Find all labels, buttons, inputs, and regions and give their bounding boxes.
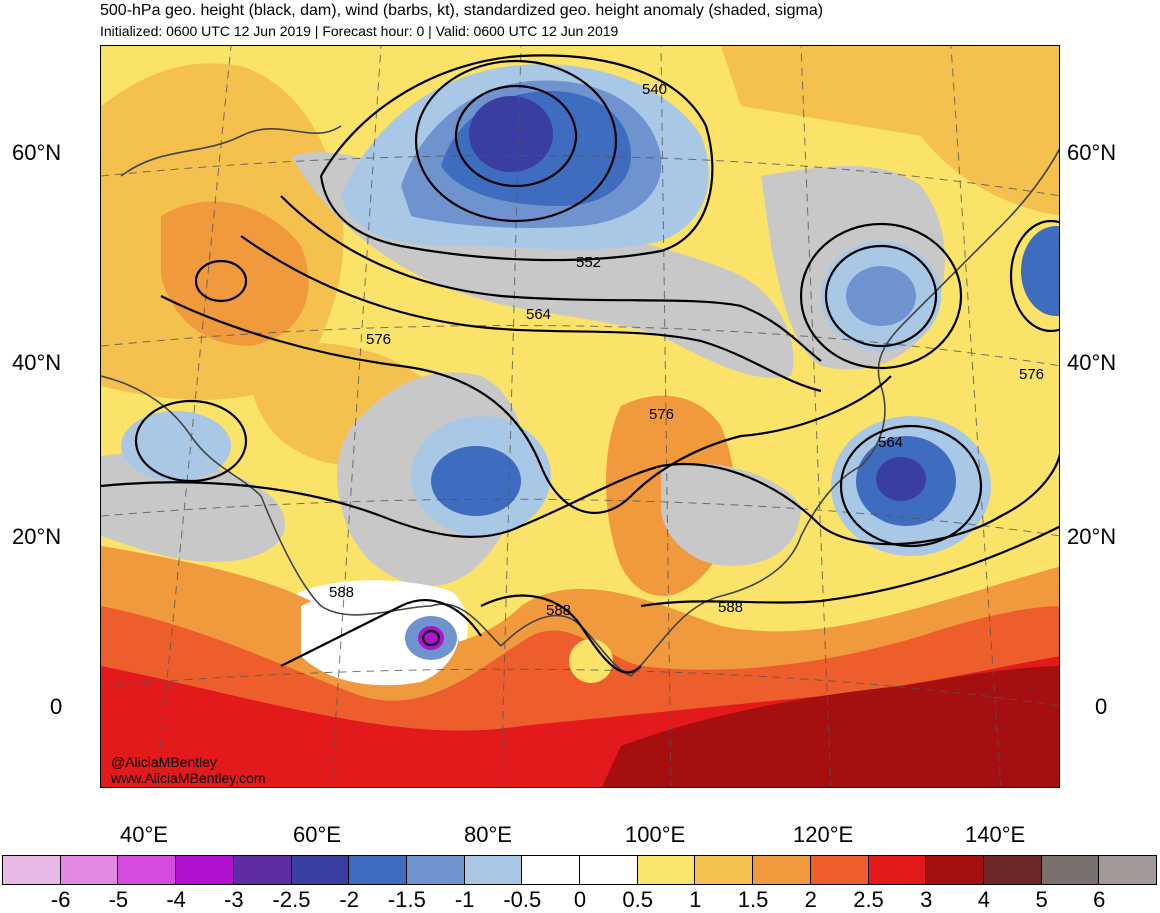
credit-url: www.AliciaMBentley.com <box>111 770 266 786</box>
lat-label-left: 0 <box>50 694 63 719</box>
colorbar-swatch <box>1098 855 1158 885</box>
anomaly-grey-southwest <box>101 453 286 562</box>
lon-label: 140°E <box>965 822 1026 847</box>
colorbar-tick-label: -2 <box>339 887 359 912</box>
lon-label: 100°E <box>625 822 686 847</box>
lat-label-right: 0 <box>1095 694 1108 719</box>
colorbar-swatch <box>405 855 465 885</box>
credit-handle: @AliciaMBentley <box>111 754 218 770</box>
anomaly-darkred-tropics <box>601 666 1059 787</box>
colorbar-tick-label: -3 <box>224 887 244 912</box>
colorbar-tick-label: 0.5 <box>622 887 653 912</box>
lon-label: 40°E <box>120 822 168 847</box>
colorbar-swatch <box>232 855 292 885</box>
colorbar-swatch <box>59 855 119 885</box>
colorbar-swatch <box>117 855 177 885</box>
colorbar-tick-label: 1 <box>689 887 702 912</box>
colorbar-swatch <box>982 855 1042 885</box>
colorbar-tick-label: -5 <box>108 887 129 912</box>
lat-label-right: 40°N <box>1067 350 1117 375</box>
contour-label: 540 <box>642 81 668 98</box>
colorbar-tick-label: 2.5 <box>853 887 884 912</box>
colorbar-swatch <box>694 855 754 885</box>
contour-label: 564 <box>878 434 904 451</box>
height-contours <box>101 54 1059 674</box>
colorbar-swatch <box>463 855 523 885</box>
anomaly-blue-kamchatka <box>1021 226 1059 316</box>
colorbar-swatch <box>809 855 869 885</box>
anomaly-orange-northeast <box>721 46 1059 216</box>
colorbar-swatch <box>752 855 811 885</box>
lat-label-left: 60°N <box>12 140 62 165</box>
colorbar-tick-label: -1 <box>454 887 475 912</box>
lat-label-right: 20°N <box>1067 524 1117 549</box>
anomaly-orange-europe <box>161 201 309 346</box>
contour-label: 576 <box>1019 366 1045 383</box>
chart-title: 500-hPa geo. height (black, dam), wind (… <box>100 2 824 19</box>
colorbar-tick-label: 5 <box>1035 887 1048 912</box>
contour-label: 564 <box>526 306 552 323</box>
colorbar-tick-label: 6 <box>1093 887 1106 912</box>
contour-label: 552 <box>576 254 602 271</box>
lon-label: 80°E <box>464 822 512 847</box>
colorbar-tick-label: 4 <box>977 887 991 912</box>
colorbar <box>2 855 1158 885</box>
colorbar-swatch <box>579 855 638 885</box>
coastlines <box>101 125 1059 677</box>
anomaly-map <box>101 46 1059 787</box>
colorbar-swatch <box>175 855 234 885</box>
contour-label: 588 <box>718 599 744 616</box>
contour-label: 576 <box>366 331 392 348</box>
colorbar-tick-label: -0.5 <box>503 887 542 912</box>
colorbar-swatch <box>636 855 696 885</box>
anomaly-purple-siberia-core <box>469 96 553 172</box>
lon-label: 60°E <box>293 822 341 847</box>
chart-subtitle: Initialized: 0600 UTC 12 Jun 2019 | Fore… <box>100 23 619 39</box>
map-panel: 540 552 564 576 576 576 564 588 588 588 … <box>100 45 1060 788</box>
colorbar-tick-label: 3 <box>920 887 933 912</box>
colorbar-swatch <box>521 855 581 885</box>
colorbar-tick-label: 2 <box>804 887 817 912</box>
colorbar-swatch <box>2 855 61 885</box>
lon-label: 120°E <box>793 822 854 847</box>
colorbar-swatch <box>348 855 407 885</box>
colorbar-swatch <box>925 855 984 885</box>
colorbar-tick-label: -1.5 <box>387 887 426 912</box>
contour-label: 588 <box>546 602 572 619</box>
lat-label-right: 60°N <box>1067 140 1117 165</box>
colorbar-swatch <box>290 855 350 885</box>
colorbar-swatch <box>867 855 927 885</box>
anomaly-grey-east-sea <box>661 463 801 566</box>
colorbar-tick-label: -2.5 <box>272 887 311 912</box>
anomaly-blue-central-inner <box>431 446 521 516</box>
colorbar-tick-label: -4 <box>166 887 186 912</box>
anomaly-blue-caspian <box>121 411 231 481</box>
colorbar-tick-label: 1.5 <box>737 887 769 912</box>
anomaly-blue-japan-core <box>876 457 926 501</box>
lat-label-left: 40°N <box>12 350 62 375</box>
anomaly-purple-arabian-cyclone-top <box>418 626 444 650</box>
contour-label: 576 <box>649 406 675 423</box>
colorbar-tick-label: -6 <box>50 887 71 912</box>
colorbar-tick-label: 0 <box>573 887 587 912</box>
lat-label-left: 20°N <box>12 524 62 549</box>
contour-label: 588 <box>329 584 355 601</box>
anomaly-blue-manchuria-inner <box>846 266 916 326</box>
colorbar-swatch <box>1040 855 1100 885</box>
